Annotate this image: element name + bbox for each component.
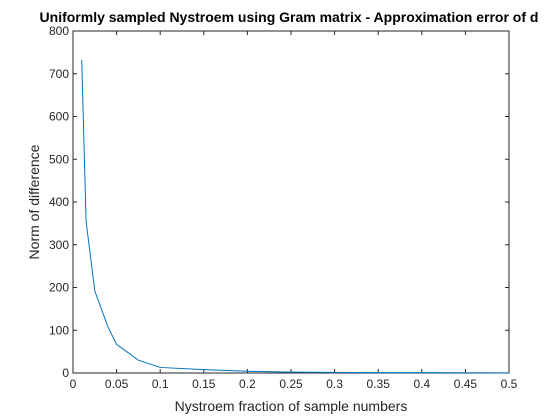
x-tick-label: 0.1 — [152, 377, 169, 391]
x-tick-label: 0.05 — [105, 377, 129, 391]
x-tick-label: 0.15 — [192, 377, 216, 391]
y-tick-label: 600 — [49, 110, 69, 124]
x-tick-label: 0.2 — [239, 377, 256, 391]
x-tick-label: 0.25 — [279, 377, 303, 391]
y-tick-label: 700 — [49, 67, 69, 81]
y-tick-label: 100 — [49, 323, 69, 337]
x-tick-label: 0.35 — [367, 377, 391, 391]
plot-area — [72, 30, 510, 374]
y-tick-label: 0 — [62, 366, 69, 380]
x-tick-label: 0.5 — [501, 377, 518, 391]
y-tick-label: 200 — [49, 281, 69, 295]
series-layer — [81, 60, 510, 374]
x-tick-label: 0.3 — [326, 377, 343, 391]
y-axis-label: Norm of difference — [26, 144, 42, 259]
y-tick-label: 400 — [49, 195, 69, 209]
x-tick-label: 0.4 — [413, 377, 430, 391]
x-axis: 0 0.05 0.1 0.15 0.2 0.25 0.3 0.35 0.4 0.45 0.5 — [70, 31, 518, 391]
series-line — [81, 60, 510, 374]
x-axis-label: Nystroem fraction of sample numbers — [175, 398, 408, 414]
y-axis: 0 100 200 300 400 500 600 700 800 — [49, 24, 509, 380]
y-tick-label: 500 — [49, 152, 69, 166]
y-tick-label: 800 — [49, 24, 69, 38]
x-tick-label: 0.45 — [454, 377, 478, 391]
y-tick-label: 300 — [49, 238, 69, 252]
chart-title: Uniformly sampled Nystroem using Gram ma… — [40, 9, 539, 25]
x-tick-label: 0 — [70, 377, 77, 391]
